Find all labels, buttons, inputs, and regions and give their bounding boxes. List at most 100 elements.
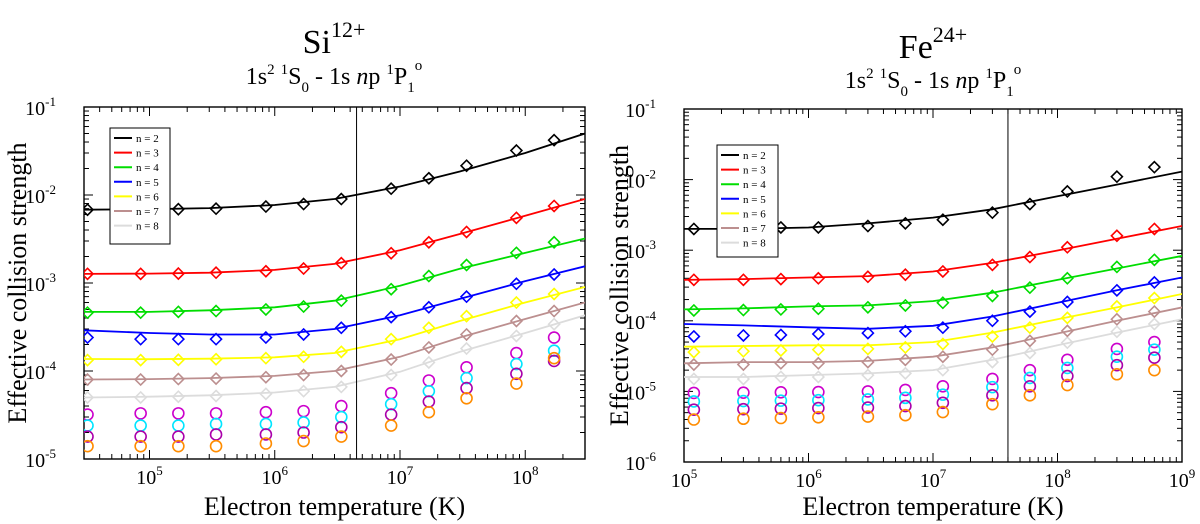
title-charge: 12+ <box>331 17 365 42</box>
circle-marker-2 <box>774 394 788 407</box>
series-n2-marker <box>509 143 524 158</box>
series-n7-marker <box>936 350 950 364</box>
series-n5-marker <box>171 332 185 346</box>
series-n4-marker <box>547 235 561 249</box>
circle-marker-2 <box>335 410 348 424</box>
series-n7-marker <box>898 353 913 367</box>
y-axis-label: Effective collision strength <box>3 142 32 423</box>
circle-marker-4 <box>1061 378 1074 392</box>
circle-marker-3 <box>209 428 223 441</box>
circle-marker-2 <box>812 393 825 407</box>
series-n3-marker <box>985 258 1000 272</box>
circle-marker-2 <box>687 395 701 408</box>
circle-marker-1 <box>297 404 310 418</box>
series-n5-marker <box>259 330 273 345</box>
series-n5-marker <box>134 332 148 346</box>
series-n5-marker <box>898 324 913 338</box>
circle-marker-4 <box>335 430 348 443</box>
series-n3-marker <box>134 267 148 281</box>
circle-marker-4 <box>687 413 701 426</box>
circle-marker-3 <box>510 367 523 381</box>
circle-marker-1 <box>936 380 950 393</box>
series-n7-marker <box>209 371 223 386</box>
legend-label: n = 6 <box>743 208 766 220</box>
legend-box <box>716 144 779 258</box>
circle-marker-4 <box>1023 389 1037 402</box>
series-n5-marker <box>985 314 1000 328</box>
series-n8-marker <box>459 341 474 356</box>
series-n7-line <box>84 301 585 381</box>
series-n6-line <box>84 286 585 361</box>
series-n7-marker <box>171 372 185 386</box>
series-n6-marker <box>774 343 788 358</box>
series-n4-marker <box>1060 271 1074 285</box>
circle-marker-2 <box>986 380 999 394</box>
series-n5-marker <box>334 321 348 335</box>
series-n6-marker <box>985 329 1000 344</box>
series-n6-marker <box>936 337 950 351</box>
circle-marker-3 <box>737 402 750 416</box>
series-n6-marker <box>547 287 561 301</box>
legend-label: n = 8 <box>743 238 766 250</box>
series-n2-marker <box>1110 170 1124 184</box>
circle-marker-3 <box>335 420 348 434</box>
series-n6-marker <box>84 353 95 367</box>
series-n8-marker <box>985 355 1000 369</box>
series-n3-marker <box>422 235 436 249</box>
series-n4-marker <box>259 302 273 317</box>
series-n6-marker <box>898 340 913 355</box>
circle-marker-1 <box>812 385 825 399</box>
series-n8-marker <box>384 368 398 382</box>
y-tick-label: 10-4 <box>625 308 656 334</box>
series-n4-line <box>84 237 585 313</box>
series-n5-marker <box>384 310 398 324</box>
circle-marker-3 <box>687 403 701 417</box>
series-n2-marker <box>547 133 561 147</box>
circle-marker-1 <box>1023 363 1037 377</box>
series-n3-marker <box>687 273 701 287</box>
circle-marker-2 <box>737 394 750 408</box>
plot-area <box>684 160 1182 426</box>
chart-subtitle: 1s2 1S0 - 1s np 1P1o <box>246 58 422 96</box>
circle-marker-2 <box>936 388 950 401</box>
series-n6-marker <box>422 321 436 335</box>
y-tick-label: 10-3 <box>25 270 56 296</box>
series-n3-marker <box>774 272 788 286</box>
x-tick-label: 105 <box>671 466 698 492</box>
y-tick-label: 10-3 <box>625 237 656 263</box>
circle-marker-2 <box>1061 361 1074 375</box>
series-n2-marker <box>422 171 436 185</box>
circle-marker-2 <box>209 417 223 431</box>
legend-label: n = 7 <box>743 223 766 235</box>
circle-marker-4 <box>861 410 875 423</box>
series-n7-marker <box>84 372 95 387</box>
legend-label: n = 6 <box>136 191 159 203</box>
series-n2-marker <box>898 216 913 230</box>
series-n4-marker <box>296 299 311 314</box>
series-n4-marker <box>334 294 348 308</box>
series-n6-marker <box>1060 311 1074 325</box>
circle-marker-1 <box>899 383 912 397</box>
series-n8-line <box>84 314 585 399</box>
circle-marker-4 <box>134 439 147 453</box>
legend-label: n = 2 <box>136 133 159 145</box>
circle-marker-4 <box>547 351 561 365</box>
series-n8-marker <box>422 355 436 370</box>
circle-marker-3 <box>1110 358 1124 372</box>
circle-marker-3 <box>1023 380 1037 393</box>
series-n3-marker <box>811 271 825 285</box>
series-n3-line <box>684 225 1182 281</box>
x-axis-label: Electron temperature (K) <box>204 492 465 521</box>
series-n2-marker <box>687 222 701 236</box>
circle-marker-4 <box>737 412 750 426</box>
series-n8-marker <box>171 390 185 404</box>
series-n3-marker <box>334 256 348 270</box>
series-n2-marker <box>1147 160 1162 174</box>
circle-marker-4 <box>1148 363 1161 377</box>
circle-marker-1 <box>737 386 750 399</box>
series-n3-line <box>84 198 585 275</box>
circle-marker-4 <box>812 410 825 424</box>
series-n7-marker <box>459 327 474 342</box>
x-tick-label: 106 <box>261 463 288 489</box>
series-n2-marker <box>84 203 95 217</box>
